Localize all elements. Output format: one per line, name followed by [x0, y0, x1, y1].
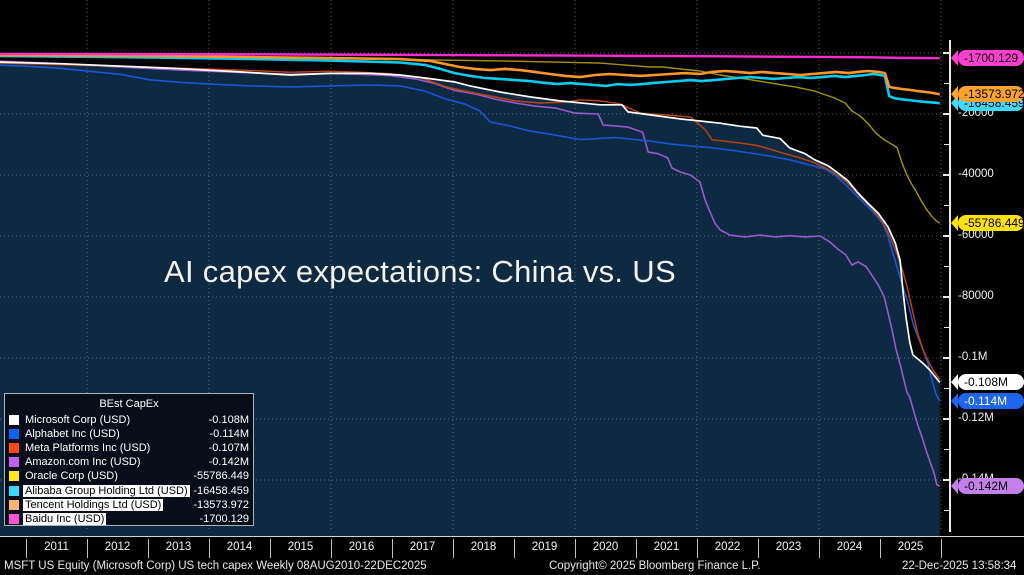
year-separator [514, 539, 515, 558]
legend-item[interactable]: Meta Platforms Inc (USD) -0.107M [5, 441, 253, 455]
year-separator [880, 539, 881, 558]
series-line-microsoft [0, 61, 941, 383]
year-separator [575, 539, 576, 558]
year-label-2016: 2016 [348, 541, 375, 553]
legend-box[interactable]: BEst CapEx Microsoft Corp (USD) -0.108M Al… [4, 393, 254, 526]
status-datetime: 22-Dec-2025 13:58:34 [902, 560, 1017, 572]
y-axis-label: -80000 [958, 290, 994, 302]
legend-swatch [9, 429, 19, 440]
legend-rows: Microsoft Corp (USD) -0.108M Alphabet Inc … [5, 413, 253, 526]
legend-item[interactable]: Baidu Inc (USD) -1700.129 [5, 512, 253, 526]
year-separator [148, 539, 149, 558]
series-line-tencent [0, 53, 941, 96]
y-axis-label: -40000 [958, 168, 994, 180]
legend-swatch [9, 471, 19, 482]
year-label-2013: 2013 [165, 541, 192, 553]
legend-series-value: -0.142M [208, 456, 249, 469]
legend-item[interactable]: Oracle Corp (USD) -55786.449 [5, 469, 253, 483]
year-label-2025: 2025 [897, 541, 924, 553]
price-badge: -0.114M [951, 392, 1024, 409]
legend-series-value: -16458.459 [193, 484, 249, 497]
year-separator [758, 539, 759, 558]
price-badge: -0.108M [951, 374, 1024, 391]
legend-header: BEst CapEx [99, 398, 159, 410]
price-badge: -0.142M [951, 478, 1024, 495]
legend-series-value: -0.107M [208, 442, 249, 455]
year-label-2021: 2021 [653, 541, 680, 553]
y-axis-label: -60000 [958, 229, 994, 241]
year-label-2017: 2017 [409, 541, 436, 553]
year-separator [453, 539, 454, 558]
y-axis-label: -0.1M [958, 351, 988, 363]
legend-series-name: Microsoft Corp (USD) [25, 414, 131, 427]
legend-series-name: Tencent Holdings Ltd (USD) [23, 498, 164, 511]
legend-series-name: Amazon.com Inc (USD) [25, 456, 141, 469]
year-separator [87, 539, 88, 558]
legend-series-name: Alibaba Group Holding Ltd (USD) [23, 484, 190, 497]
price-badge: -55786.449 [951, 215, 1024, 232]
year-label-2018: 2018 [470, 541, 497, 553]
year-separator [941, 539, 942, 558]
year-separator [697, 539, 698, 558]
price-badge: -1700.129 [951, 50, 1024, 67]
year-label-2019: 2019 [531, 541, 558, 553]
legend-swatch [9, 443, 19, 454]
legend-series-value: -0.108M [208, 414, 249, 427]
y-axis-label: -20000 [958, 107, 994, 119]
year-separator [819, 539, 820, 558]
legend-series-value: -1700.129 [199, 512, 249, 525]
series-line-amazon.com [0, 60, 941, 487]
price-badge: -16458.459 [951, 95, 1024, 112]
series-line-alphabet [0, 64, 941, 402]
year-label-2023: 2023 [775, 541, 802, 553]
legend-series-name: Meta Platforms Inc (USD) [25, 442, 151, 455]
year-label-2022: 2022 [714, 541, 741, 553]
legend-series-value: -55786.449 [193, 470, 249, 483]
legend-swatch [9, 513, 19, 524]
series-line-baidu [0, 52, 940, 60]
legend-series-value: -0.114M [209, 428, 249, 441]
year-label-2024: 2024 [836, 541, 863, 553]
year-separator [636, 539, 637, 558]
legend-series-name: Baidu Inc (USD) [23, 512, 107, 525]
price-badge: -13573.972 [951, 86, 1024, 103]
legend-swatch [9, 457, 19, 468]
series-line-alibaba [0, 54, 940, 105]
y-axis-line [949, 40, 951, 532]
year-separator [331, 539, 332, 558]
y-axis-label: -0.14M [958, 473, 994, 485]
legend-swatch [9, 415, 19, 426]
year-label-2011: 2011 [44, 541, 69, 553]
legend-item[interactable]: Tencent Holdings Ltd (USD) -13573.972 [5, 498, 253, 512]
year-separator [270, 539, 271, 558]
year-separator [392, 539, 393, 558]
legend-item[interactable]: Amazon.com Inc (USD) -0.142M [5, 455, 253, 469]
chart-title: AI capex expectations: China vs. US [164, 254, 676, 289]
year-label-2020: 2020 [592, 541, 619, 553]
legend-item[interactable]: Alibaba Group Holding Ltd (USD) -16458.45… [5, 483, 253, 497]
legend-swatch [9, 499, 19, 510]
series-line-oracle [0, 53, 941, 224]
legend-item[interactable]: Alphabet Inc (USD) -0.114M [5, 427, 253, 441]
legend-series-value: -13573.972 [193, 498, 249, 511]
legend-series-name: Alphabet Inc (USD) [25, 428, 120, 441]
y-axis-label: -0.12M [958, 412, 994, 424]
year-separator [209, 539, 210, 558]
year-label-2014: 2014 [226, 541, 253, 553]
legend-series-name: Oracle Corp (USD) [25, 470, 118, 483]
year-label-2015: 2015 [287, 541, 314, 553]
status-copyright: Copyright© 2025 Bloomberg Finance L.P. [549, 560, 761, 572]
legend-item[interactable]: Microsoft Corp (USD) -0.108M [5, 413, 253, 427]
year-separator [26, 539, 27, 558]
legend-swatch [9, 485, 19, 496]
year-label-2012: 2012 [104, 541, 131, 553]
x-axis-border [0, 536, 1024, 537]
status-security-info: MSFT US Equity (Microsoft Corp) US tech … [4, 560, 427, 572]
